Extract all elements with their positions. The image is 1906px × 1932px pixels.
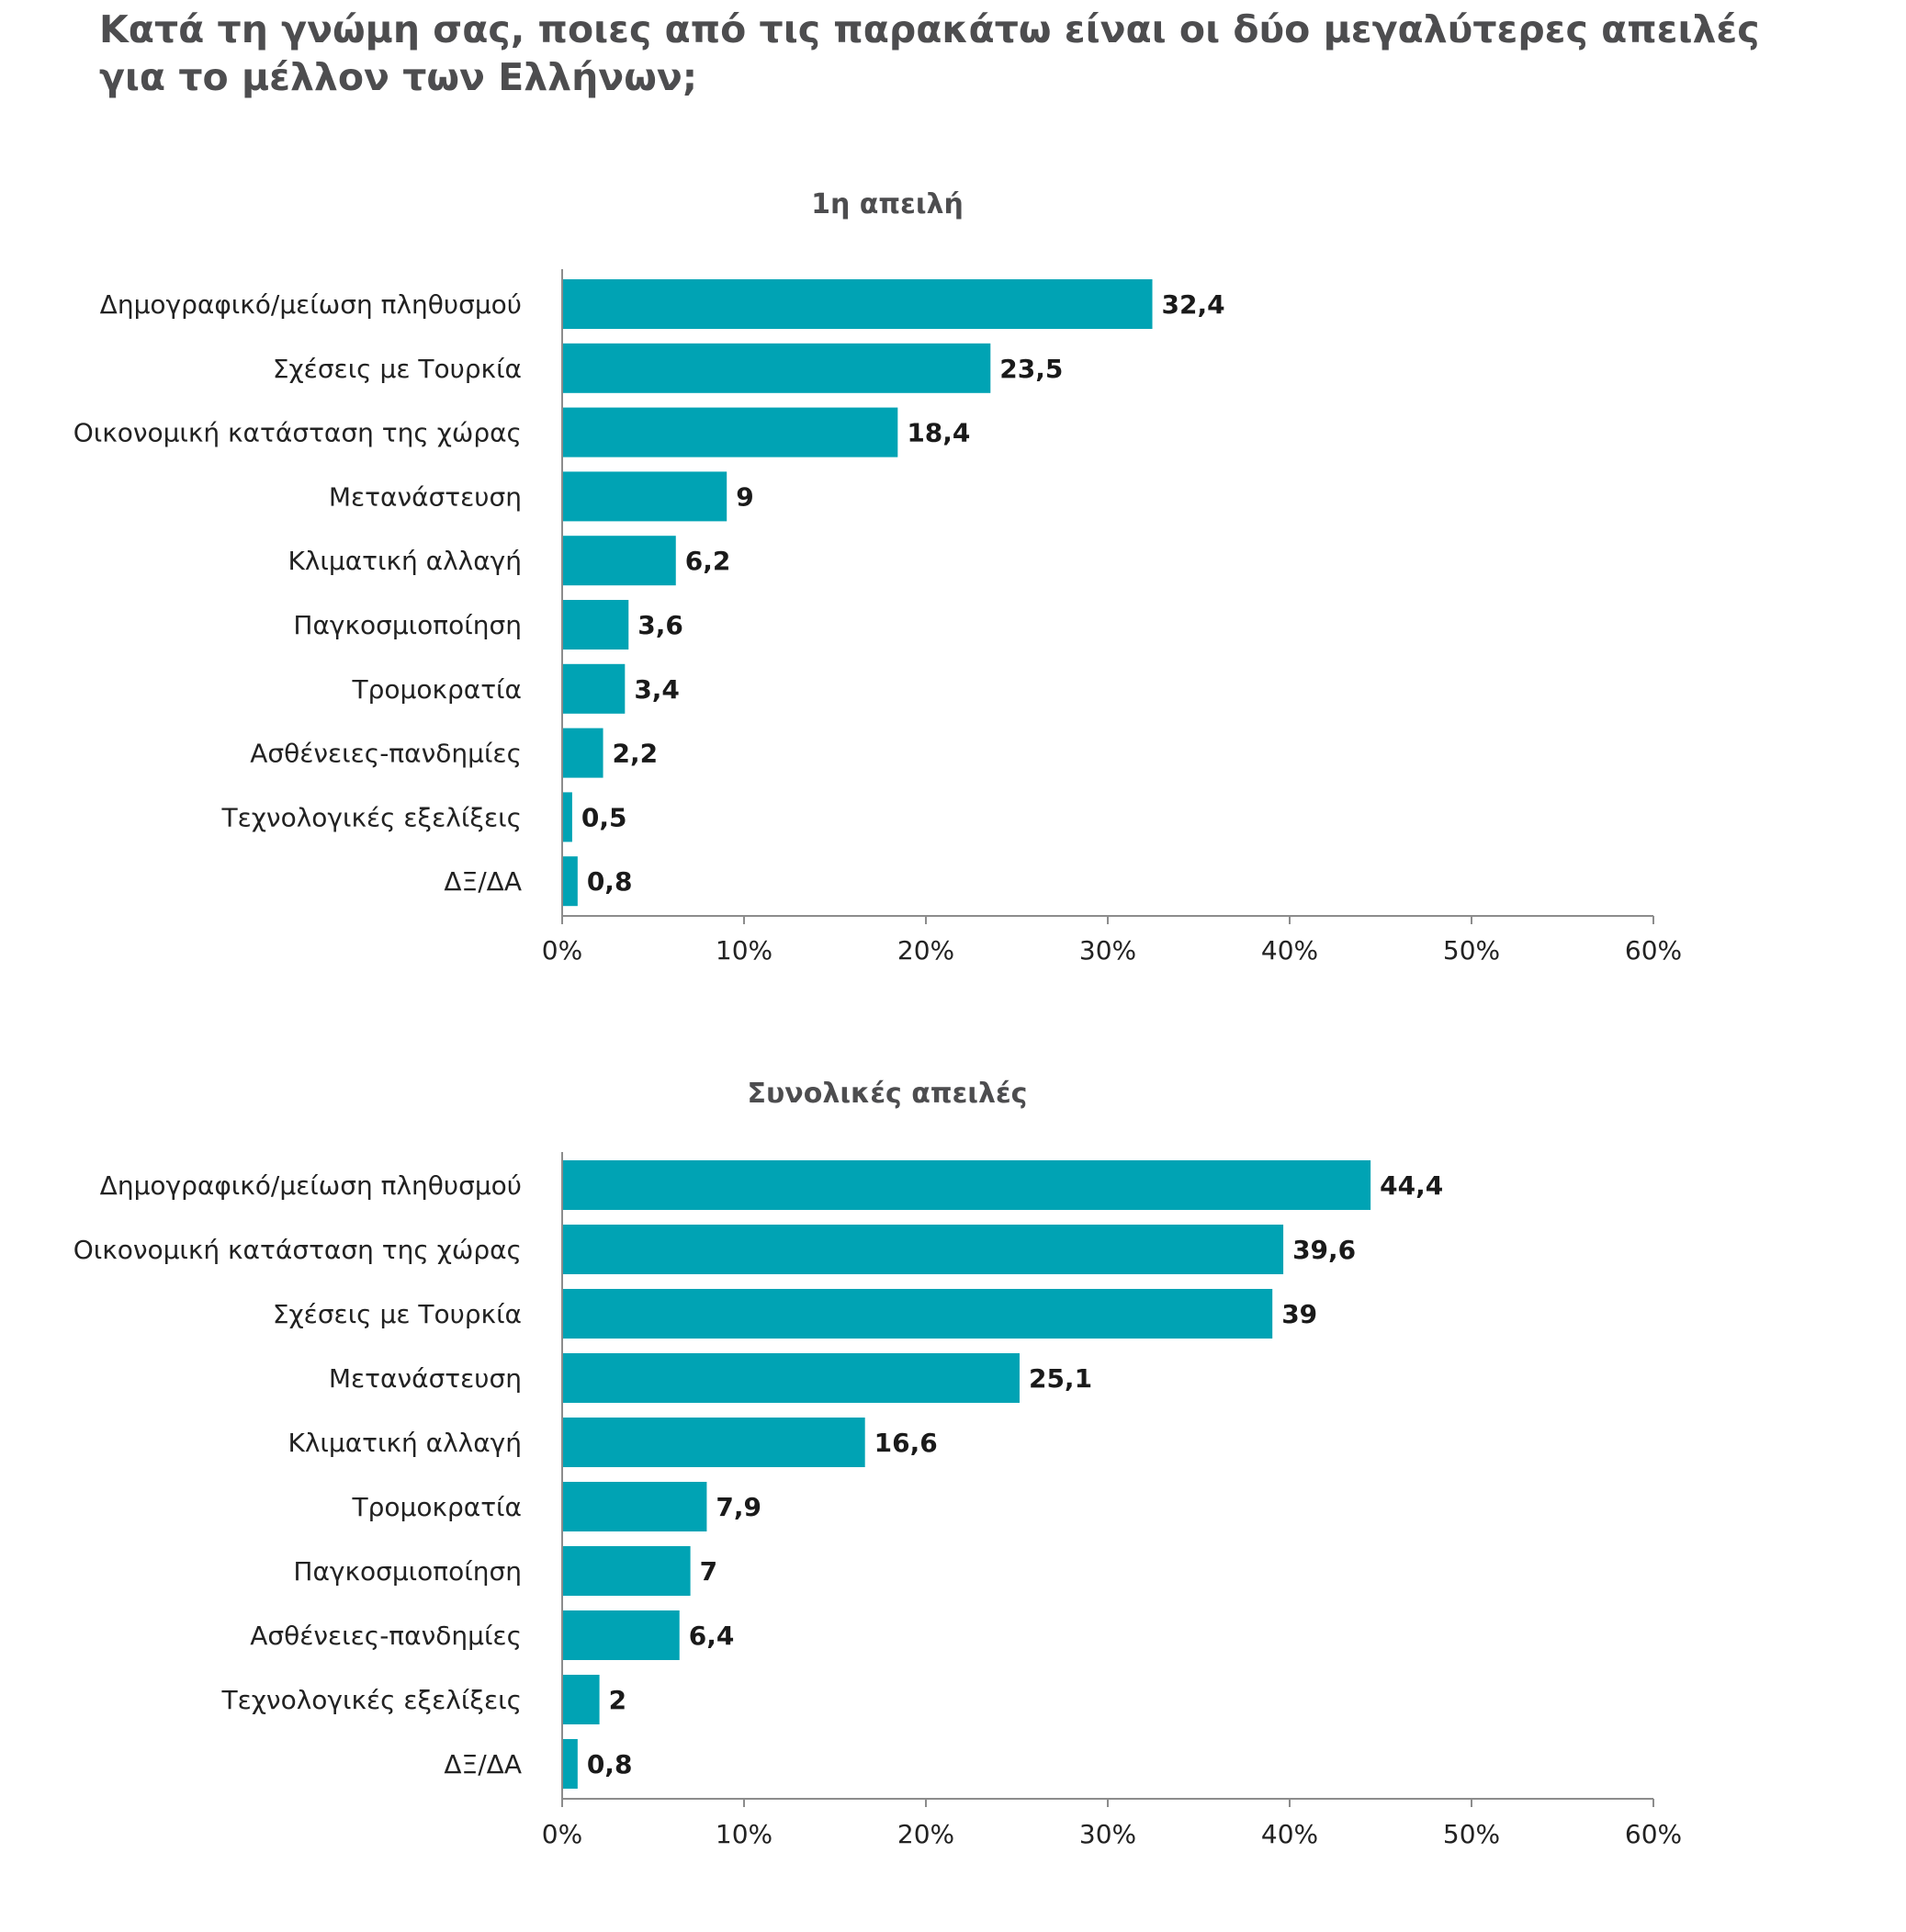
chart-1-bar [563, 663, 626, 714]
chart-2-value-label: 2 [609, 1685, 626, 1715]
chart-2-x-tick-label: 0% [542, 1819, 582, 1849]
chart-1-x-tick-label: 0% [542, 935, 582, 966]
chart-2-value-label: 7,9 [716, 1492, 761, 1522]
chart-1-value-label: 23,5 [999, 354, 1063, 384]
chart-2-bar [563, 1353, 1020, 1403]
chart-2-category-label: Ασθένειες-πανδημίες [250, 1621, 522, 1651]
chart-2-bar [563, 1225, 1284, 1274]
chart-1-bar [563, 600, 629, 650]
chart-2-category-label: Δημογραφικό/μείωση πληθυσμού [100, 1170, 522, 1201]
chart-2-value-label: 44,4 [1380, 1170, 1443, 1201]
chart-1-value-label: 3,4 [634, 674, 680, 705]
chart-1-value-label: 32,4 [1162, 289, 1225, 320]
chart-2-value-label: 39 [1281, 1299, 1317, 1329]
chart-2-bar [563, 1739, 578, 1789]
chart-1-bar [563, 536, 676, 586]
chart-1-category-label: Παγκοσμιοποίηση [293, 610, 522, 640]
chart-1-category-label: Δημογραφικό/μείωση πληθυσμού [100, 289, 522, 320]
chart-1-x-tick-label: 50% [1443, 935, 1500, 966]
chart-2-title: Συνολικές απειλές [748, 1078, 1028, 1110]
chart-1-value-label: 3,6 [637, 610, 683, 640]
chart-1-value-label: 6,2 [685, 546, 731, 576]
chart-2-bar [563, 1160, 1371, 1210]
chart-2-value-label: 6,4 [689, 1621, 735, 1651]
chart-2-category-label: Οικονομική κατάσταση της χώρας [73, 1235, 522, 1265]
chart-2-bar [563, 1289, 1273, 1339]
chart-2-category-label: Τεχνολογικές εξελίξεις [221, 1685, 522, 1715]
chart-1-bar [563, 343, 991, 393]
chart-1-category-label: Τεχνολογικές εξελίξεις [221, 802, 522, 832]
chart-2-value-label: 0,8 [587, 1749, 633, 1779]
chart-1-category-label: Κλιματική αλλαγή [288, 546, 522, 576]
chart-1-bar [563, 792, 572, 842]
page-title-line-2: για το μέλλον των Ελλήνων; [99, 55, 698, 99]
chart-2-category-label: Σχέσεις με Τουρκία [273, 1299, 522, 1329]
chart-2-value-label: 16,6 [874, 1428, 938, 1458]
chart-1-category-label: Σχέσεις με Τουρκία [273, 354, 522, 384]
chart-2-value-label: 25,1 [1029, 1363, 1092, 1394]
chart-2-bar [563, 1610, 680, 1660]
chart-1-bar [563, 471, 727, 522]
chart-2-bar [563, 1675, 600, 1724]
chart-2-category-label: Τρομοκρατία [352, 1492, 522, 1522]
chart-1-value-label: 0,8 [587, 866, 633, 897]
chart-1-category-label: Τρομοκρατία [352, 674, 522, 705]
chart-1-bar [563, 279, 1153, 329]
chart-1-value-label: 0,5 [581, 802, 627, 832]
chart-1-category-label: Ασθένειες-πανδημίες [250, 739, 522, 769]
chart-1-x-tick-label: 10% [716, 935, 773, 966]
chart-2-x-tick-label: 40% [1261, 1819, 1318, 1849]
chart-1-category-label: ΔΞ/ΔΑ [444, 866, 522, 897]
chart-2-bar [563, 1546, 691, 1596]
chart-1-category-label: Οικονομική κατάσταση της χώρας [73, 418, 522, 448]
page-title: Κατά τη γνώμη σας, ποιες από τις παρακάτ… [99, 6, 1844, 101]
chart-2-value-label: 39,6 [1292, 1235, 1356, 1265]
chart-1-x-tick-label: 40% [1261, 935, 1318, 966]
chart-2-bar [563, 1418, 865, 1467]
chart-1-x-tick-label: 20% [897, 935, 954, 966]
chart-2-x-tick-label: 30% [1079, 1819, 1136, 1849]
chart-2-x-tick-label: 60% [1625, 1819, 1682, 1849]
chart-1-title: 1η απειλή [811, 188, 964, 220]
chart-1-x-tick-label: 30% [1079, 935, 1136, 966]
chart-2-x-tick-label: 20% [897, 1819, 954, 1849]
chart-1-value-label: 9 [736, 481, 753, 512]
chart-2-x-tick-label: 10% [716, 1819, 773, 1849]
chart-2-x-tick-label: 50% [1443, 1819, 1500, 1849]
chart-1-bar [563, 728, 603, 778]
chart-1-category-label: Μετανάστευση [329, 481, 522, 512]
chart-1-value-label: 18,4 [907, 418, 970, 448]
page-title-line-1: Κατά τη γνώμη σας, ποιες από τις παρακάτ… [99, 7, 1760, 51]
chart-2-category-label: ΔΞ/ΔΑ [444, 1749, 522, 1779]
chart-2-bar [563, 1482, 707, 1531]
chart-1-bar [563, 407, 898, 458]
chart-2-category-label: Κλιματική αλλαγή [288, 1428, 522, 1458]
chart-2-category-label: Παγκοσμιοποίηση [293, 1556, 522, 1587]
chart-2-category-label: Μετανάστευση [329, 1363, 522, 1394]
chart-1-value-label: 2,2 [613, 739, 659, 769]
chart-1-bar [563, 856, 578, 907]
chart-1-x-tick-label: 60% [1625, 935, 1682, 966]
chart-2-value-label: 7 [700, 1556, 717, 1587]
